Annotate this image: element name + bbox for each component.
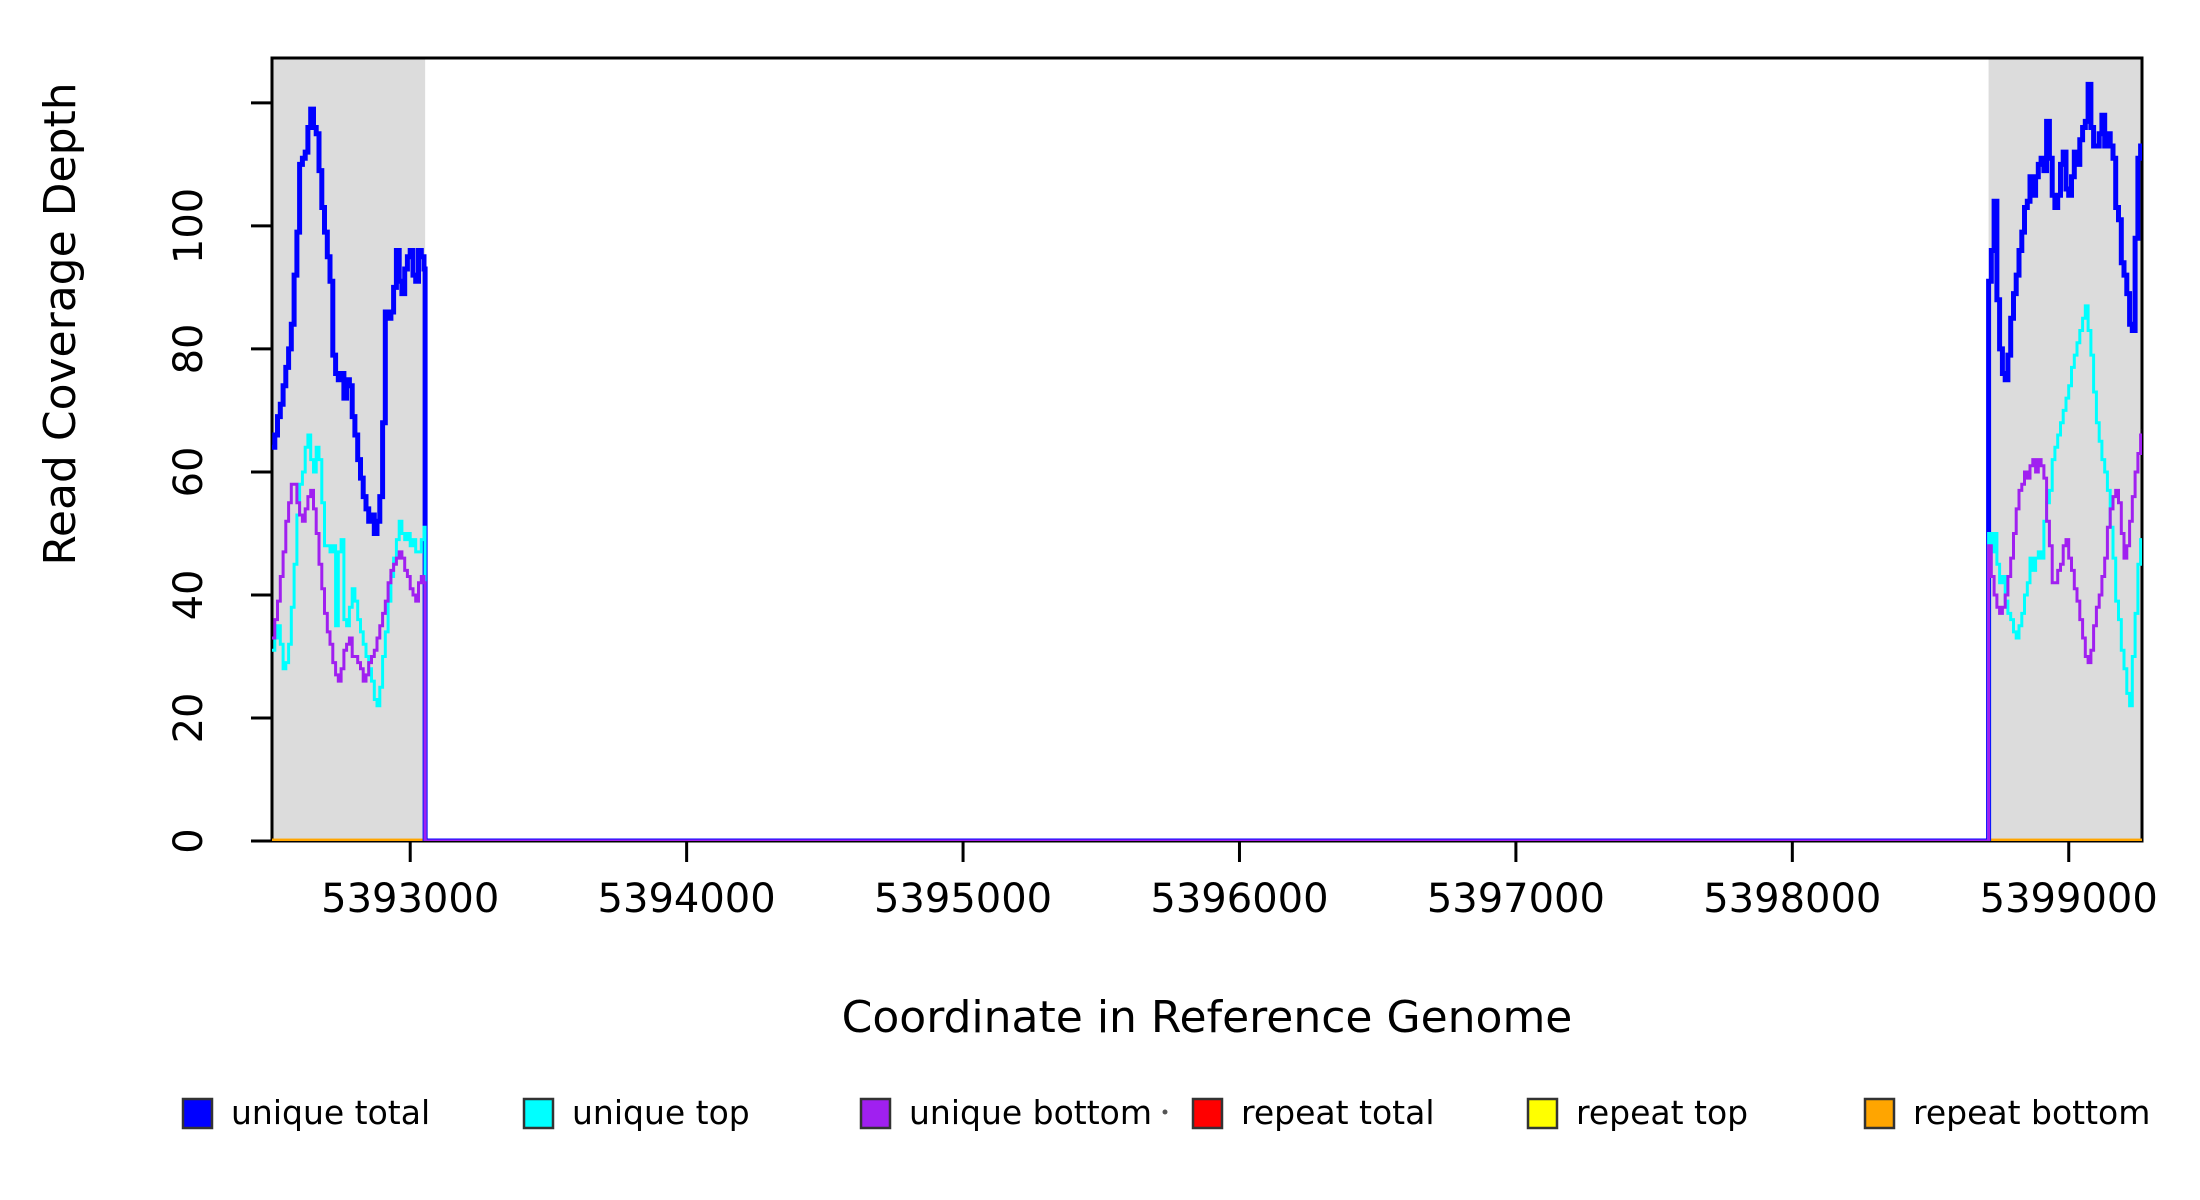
x-tick-label: 5394000 [598, 876, 776, 922]
series-lines [272, 81, 2142, 841]
legend-item-repeat-total: repeat total [1191, 1093, 1435, 1132]
x-tick-label: 5396000 [1150, 876, 1328, 922]
x-tick-label: 5399000 [1980, 876, 2158, 922]
legend-swatch [859, 1097, 892, 1130]
y-tick-label: 60 [166, 446, 212, 497]
legend-label: unique bottom [909, 1093, 1152, 1132]
shaded-regions [272, 58, 2142, 841]
legend-label: unique total [231, 1093, 430, 1132]
legend-label: repeat total [1241, 1093, 1435, 1132]
legend-item-repeat-top: repeat top [1526, 1093, 1748, 1132]
legend-swatch [1191, 1097, 1224, 1130]
y-tick-label: 100 [166, 188, 212, 264]
legend-label: repeat bottom [1913, 1093, 2150, 1132]
legend-item-unique-total: unique total [181, 1093, 430, 1132]
legend-swatch [1526, 1097, 1559, 1130]
plot-box [270, 56, 2144, 843]
legend-swatch [1863, 1097, 1896, 1130]
y-tick-label: 0 [166, 828, 212, 853]
legend-label: unique top [572, 1093, 750, 1132]
legend-item-unique-bottom: unique bottom [859, 1093, 1152, 1132]
x-tick-label: 5395000 [874, 876, 1052, 922]
x-axis: 5393000 5394000 5395000 5396000 5397000 53980… [321, 841, 2158, 922]
y-tick-label: 80 [166, 323, 212, 374]
series-unique-top-line [272, 304, 2142, 841]
y-tick-label: 40 [166, 570, 212, 621]
legend-label: repeat top [1576, 1093, 1748, 1132]
plot-border [270, 56, 2144, 843]
x-tick-label: 5398000 [1703, 876, 1881, 922]
x-tick-label: 5397000 [1427, 876, 1605, 922]
legend-swatch [181, 1097, 214, 1130]
shaded-region [272, 58, 426, 841]
series-unique-total-line [272, 81, 2142, 841]
stray-dot-artifact [1162, 1109, 1168, 1115]
y-axis-title: Read Coverage Depth [35, 82, 86, 565]
x-tick-label: 5393000 [321, 876, 499, 922]
y-axis: 0 20 40 60 80 100 [166, 101, 272, 854]
legend-item-unique-top: unique top [522, 1093, 750, 1132]
x-axis-title: Coordinate in Reference Genome [842, 992, 1573, 1043]
legend: unique total unique top unique bottom repea… [181, 1093, 2150, 1132]
legend-swatch [522, 1097, 555, 1130]
series-unique-bottom-line [272, 428, 2142, 841]
legend-item-repeat-bottom: repeat bottom [1863, 1093, 2150, 1132]
y-tick-label: 20 [166, 693, 212, 744]
